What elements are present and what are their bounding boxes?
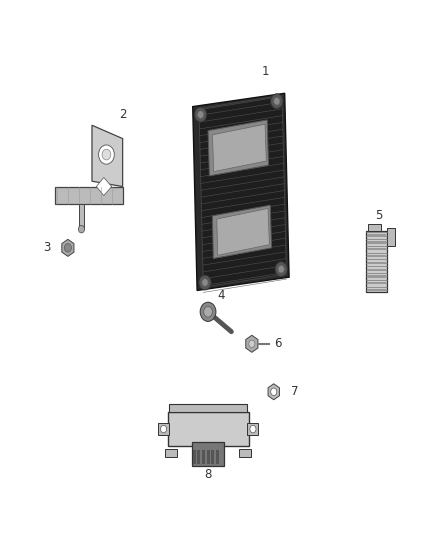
Polygon shape: [212, 124, 266, 172]
Polygon shape: [268, 384, 279, 400]
Bar: [158, 423, 169, 435]
Circle shape: [99, 145, 114, 164]
Bar: [367, 241, 386, 244]
Bar: [167, 411, 248, 447]
Bar: [367, 269, 386, 271]
Circle shape: [271, 388, 277, 395]
Bar: [197, 450, 200, 464]
Circle shape: [199, 275, 211, 290]
Text: 3: 3: [43, 241, 50, 254]
Bar: [367, 276, 386, 278]
Text: 2: 2: [119, 108, 127, 121]
Bar: [79, 204, 84, 229]
Bar: [211, 450, 214, 464]
Bar: [367, 289, 386, 291]
Circle shape: [204, 306, 212, 317]
Circle shape: [102, 149, 111, 160]
Circle shape: [250, 425, 256, 433]
Text: 8: 8: [205, 467, 212, 481]
Bar: [367, 235, 386, 237]
Circle shape: [194, 107, 207, 122]
Polygon shape: [55, 187, 123, 204]
Bar: [169, 404, 247, 411]
Circle shape: [78, 225, 85, 233]
Bar: [367, 262, 386, 264]
Bar: [239, 448, 251, 457]
Circle shape: [198, 111, 204, 118]
Circle shape: [200, 302, 216, 321]
Text: 5: 5: [375, 209, 382, 222]
Polygon shape: [246, 335, 258, 352]
Circle shape: [278, 265, 284, 273]
Text: 1: 1: [261, 66, 269, 78]
Bar: [207, 450, 210, 464]
Bar: [192, 442, 224, 466]
Bar: [387, 228, 395, 246]
Polygon shape: [193, 93, 289, 290]
Polygon shape: [212, 205, 272, 259]
Bar: [202, 450, 205, 464]
Bar: [367, 282, 386, 285]
Bar: [367, 255, 386, 257]
Bar: [367, 248, 386, 251]
Polygon shape: [96, 177, 112, 196]
Text: 6: 6: [274, 337, 281, 350]
Bar: [366, 230, 387, 292]
Bar: [368, 224, 381, 230]
Bar: [247, 423, 258, 435]
Circle shape: [275, 262, 287, 277]
Circle shape: [271, 94, 283, 109]
Polygon shape: [62, 239, 74, 256]
Circle shape: [274, 98, 280, 105]
Polygon shape: [217, 208, 269, 255]
Circle shape: [160, 425, 166, 433]
Bar: [216, 450, 219, 464]
Circle shape: [64, 244, 71, 252]
Circle shape: [249, 340, 255, 348]
Text: 4: 4: [217, 289, 225, 302]
Polygon shape: [208, 120, 268, 176]
Bar: [165, 448, 177, 457]
Text: 7: 7: [291, 385, 299, 398]
Polygon shape: [92, 125, 123, 187]
Bar: [193, 450, 196, 464]
Polygon shape: [199, 96, 286, 287]
Circle shape: [202, 279, 208, 286]
